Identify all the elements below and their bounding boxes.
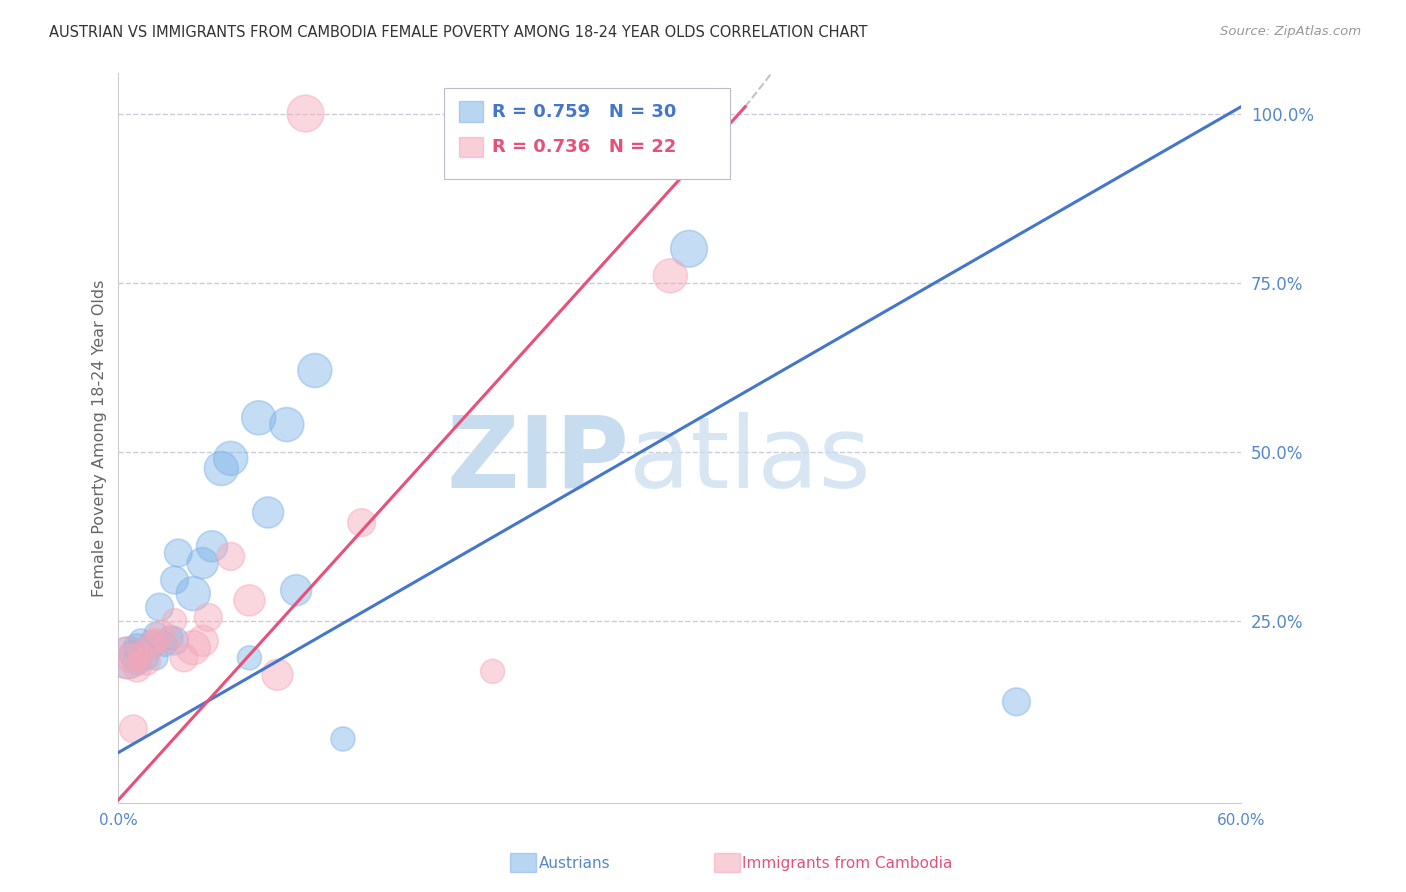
Point — [145, 650, 167, 665]
Bar — [458, 136, 484, 157]
Point — [678, 242, 700, 256]
Text: R = 0.759   N = 30: R = 0.759 N = 30 — [492, 103, 676, 120]
Text: Source: ZipAtlas.com: Source: ZipAtlas.com — [1220, 25, 1361, 38]
Point — [257, 506, 280, 520]
Point — [129, 634, 152, 648]
Point — [668, 106, 690, 120]
Point — [145, 634, 167, 648]
Point — [117, 650, 139, 665]
Point — [197, 610, 219, 624]
Point — [285, 583, 308, 598]
Point — [150, 627, 173, 641]
Text: R = 0.736   N = 22: R = 0.736 N = 22 — [492, 137, 676, 156]
Point — [276, 417, 298, 432]
Text: atlas: atlas — [628, 411, 870, 508]
Point — [163, 614, 186, 628]
Point — [127, 661, 149, 675]
Point — [129, 648, 152, 662]
Point — [332, 731, 354, 746]
FancyBboxPatch shape — [444, 87, 730, 179]
Point — [247, 410, 270, 425]
Point — [191, 634, 214, 648]
Bar — [458, 102, 484, 122]
Point — [238, 650, 260, 665]
Point — [1005, 695, 1028, 709]
Point — [481, 665, 503, 679]
Point — [118, 650, 141, 665]
Point — [209, 461, 232, 475]
Point — [159, 631, 181, 645]
Point — [266, 667, 288, 681]
Point — [122, 648, 145, 662]
Point — [191, 556, 214, 570]
Point — [173, 650, 195, 665]
Point — [127, 640, 149, 655]
Point — [127, 654, 149, 668]
Point — [135, 654, 157, 668]
Point — [350, 516, 373, 530]
Text: Immigrants from Cambodia: Immigrants from Cambodia — [742, 856, 953, 871]
Point — [163, 573, 186, 587]
Text: ZIP: ZIP — [446, 411, 628, 508]
Point — [181, 640, 204, 655]
Point — [141, 637, 163, 651]
Point — [219, 549, 242, 564]
Text: AUSTRIAN VS IMMIGRANTS FROM CAMBODIA FEMALE POVERTY AMONG 18-24 YEAR OLDS CORREL: AUSTRIAN VS IMMIGRANTS FROM CAMBODIA FEM… — [49, 25, 868, 40]
Point — [304, 363, 326, 377]
Point — [122, 722, 145, 736]
Point — [659, 268, 682, 283]
Point — [149, 600, 172, 615]
Point — [294, 106, 316, 120]
Point — [201, 539, 224, 553]
Point — [141, 637, 163, 651]
Text: Austrians: Austrians — [538, 856, 610, 871]
Point — [135, 650, 157, 665]
Y-axis label: Female Poverty Among 18-24 Year Olds: Female Poverty Among 18-24 Year Olds — [93, 279, 107, 597]
Point — [155, 634, 177, 648]
Point — [167, 546, 190, 560]
Point — [117, 650, 139, 665]
Point — [163, 634, 186, 648]
Point — [155, 637, 177, 651]
Point — [181, 586, 204, 600]
Point — [145, 627, 167, 641]
Point — [238, 593, 260, 607]
Point — [219, 451, 242, 466]
